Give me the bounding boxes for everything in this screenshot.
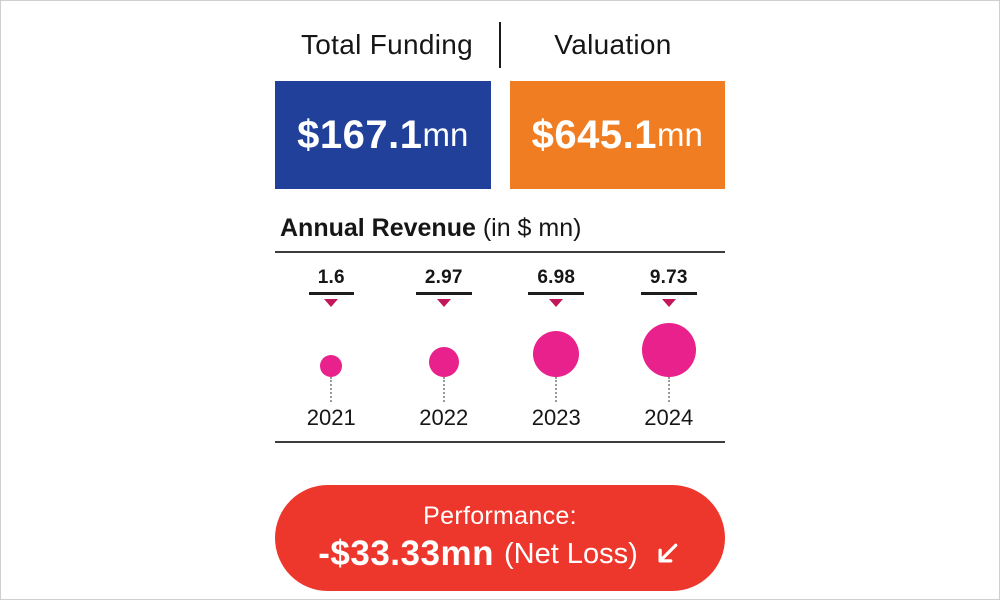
total-funding-label: Total Funding xyxy=(300,29,473,60)
annual-revenue-title-bold: Annual Revenue xyxy=(280,214,476,242)
bubble-column-2021: 1.6 2021 xyxy=(275,267,388,431)
valuation-label: Valuation xyxy=(554,29,672,60)
bubble-column-2023: 6.98 2023 xyxy=(500,267,613,431)
performance-label: Performance: xyxy=(423,502,577,530)
down-left-arrow-icon xyxy=(658,543,678,563)
bubble-column-2024: 9.73 2024 xyxy=(613,267,726,431)
caret-down-icon xyxy=(436,299,451,307)
valuation-unit: mn xyxy=(657,116,703,153)
caret-down-icon xyxy=(549,299,564,307)
annual-revenue-title: Annual Revenue (in $ mn) xyxy=(275,214,725,243)
performance-value-row: -$33.33mn (Net Loss) xyxy=(318,534,681,574)
dotted-connector xyxy=(555,377,558,402)
bubble-area xyxy=(533,315,580,377)
bubble-area xyxy=(641,315,696,377)
vertical-divider xyxy=(499,22,501,68)
performance-suffix: (Net Loss) xyxy=(503,537,638,570)
year-label: 2021 xyxy=(306,405,356,430)
bottom-rule xyxy=(275,441,725,443)
performance-pill: Performance: -$33.33mn (Net Loss) xyxy=(275,485,725,591)
performance-value: -$33.33mn xyxy=(318,534,494,573)
bubble-area xyxy=(428,315,459,377)
revenue-value-label: 1.6 xyxy=(308,267,354,295)
revenue-value-label: 2.97 xyxy=(415,267,472,295)
valuation-value-box: $645.1 mn xyxy=(509,81,725,189)
bubble-area xyxy=(320,315,343,377)
value-boxes: $167.1 mn $645.1 mn xyxy=(275,81,725,189)
bubble-column-2022: 2.97 2022 xyxy=(388,267,501,431)
total-funding-value-box: $167.1 mn xyxy=(275,81,491,189)
revenue-bubble xyxy=(320,355,343,377)
revenue-bubble xyxy=(641,323,696,377)
revenue-bubble xyxy=(428,347,459,377)
year-label: 2024 xyxy=(644,405,694,430)
dotted-connector xyxy=(442,377,445,402)
valuation-value: $645.1 xyxy=(531,112,657,157)
revenue-bubble xyxy=(533,331,580,377)
revenue-value-label: 9.73 xyxy=(640,267,697,295)
caret-down-icon xyxy=(324,299,339,307)
annual-revenue-bubble-chart: 1.6 2021 2.97 2022 6.98 2023 9.73 2024 xyxy=(275,267,725,431)
total-funding-unit: mn xyxy=(422,116,469,153)
header-labels: Total Funding Valuation xyxy=(275,21,725,69)
caret-down-icon xyxy=(661,299,676,307)
revenue-value-label: 6.98 xyxy=(528,267,585,295)
year-label: 2022 xyxy=(419,405,469,430)
annual-revenue-title-unit: (in $ mn) xyxy=(482,214,582,242)
total-funding-value: $167.1 xyxy=(297,112,423,157)
dotted-connector xyxy=(330,377,333,402)
year-label: 2023 xyxy=(531,405,581,430)
top-rule xyxy=(275,251,725,253)
dotted-connector xyxy=(667,377,670,402)
content-column: Total Funding Valuation $167.1 mn $645.1 m… xyxy=(275,1,725,591)
